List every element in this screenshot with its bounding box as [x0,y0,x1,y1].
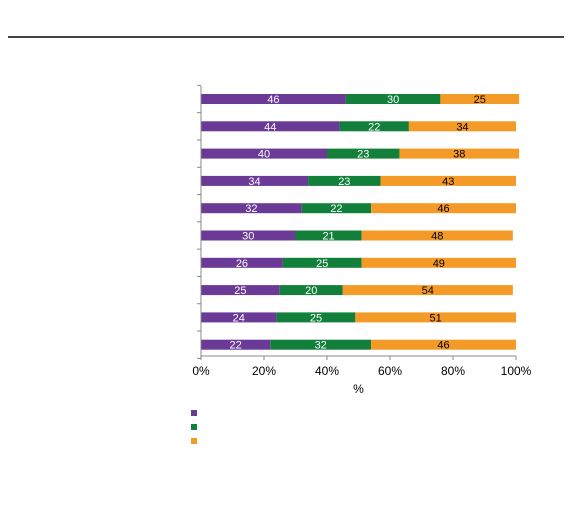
bar-segment-s1-row4 [201,175,309,186]
value-label-s1-row2: 44 [264,121,276,133]
value-label-s2-row1: 30 [387,94,399,106]
legend-swatch-1 [191,410,197,416]
bar-segment-s3-row9 [355,312,516,323]
x-tick-label-5: 100% [501,364,532,378]
bars-group [201,94,520,350]
value-label-s2-row8: 20 [305,285,317,297]
x-tick-label-0: 0% [192,364,210,378]
bar-segment-s3-row1 [440,94,520,104]
value-label-s3-row3: 38 [453,149,465,161]
x-tick-label-1: 20% [252,364,276,378]
bar-segment-s3-row6 [361,230,513,241]
value-label-s1-row6: 30 [242,231,254,243]
value-label-s1-row9: 24 [233,312,245,324]
value-label-s1-row4: 34 [248,176,260,188]
value-label-s2-row3: 23 [357,149,369,161]
bar-segment-s3-row2 [408,121,516,132]
bar-segment-s1-row1 [201,94,346,104]
top-rule [8,36,564,38]
value-label-s2-row4: 23 [338,176,350,188]
bar-segment-s1-row2 [201,121,340,132]
value-label-s1-row5: 32 [245,203,257,215]
bar-segment-s2-row2 [339,121,409,132]
value-label-s3-row7: 49 [433,258,445,270]
value-label-s3-row1: 25 [474,94,486,106]
value-label-s3-row4: 43 [442,176,454,188]
x-axis-title: % [353,382,364,396]
value-label-s2-row9: 25 [310,312,322,324]
value-label-s1-row10: 22 [230,340,242,352]
bar-segment-s3-row10 [371,339,516,350]
value-label-s2-row6: 21 [322,231,334,243]
bar-segment-s2-row4 [308,175,381,186]
value-label-s3-row9: 51 [430,312,442,324]
value-label-s3-row2: 34 [456,121,468,133]
value-label-s2-row7: 25 [316,258,328,270]
axes-group [197,84,516,359]
bar-segment-s2-row8 [279,285,343,296]
bar-segment-s3-row3 [399,148,520,159]
x-tick-label-3: 60% [378,364,402,378]
bar-segment-s3-row7 [361,257,516,268]
bar-segment-s1-row9 [201,312,277,323]
value-label-s1-row3: 40 [258,149,270,161]
bar-segment-s3-row8 [342,285,513,296]
value-label-s3-row6: 48 [431,231,443,243]
bar-segment-s2-row5 [301,203,372,214]
x-tick-label-4: 80% [441,364,465,378]
bar-segment-s1-row7 [201,257,283,268]
bar-segment-s1-row6 [201,230,296,241]
bar-segment-s2-row6 [295,230,362,241]
value-label-s2-row10: 32 [315,340,327,352]
bar-segment-s1-row5 [201,203,302,214]
value-label-s1-row8: 25 [234,285,246,297]
bar-segment-s1-row3 [201,148,327,159]
bar-segment-s2-row7 [282,257,362,268]
value-labels-group: 46 30 25 44 22 34 40 23 38 34 23 43 32 22 46 30 21 48 26 25… [230,94,486,352]
legend [191,410,197,444]
bar-segment-s3-row4 [380,175,516,186]
x-tick-label-2: 40% [315,364,339,378]
value-label-s2-row2: 22 [368,121,380,133]
x-ticks-group: 0% 20% 40% 60% 80% 100% [192,356,532,378]
value-label-s1-row1: 46 [267,94,279,106]
value-label-s2-row5: 22 [330,203,342,215]
bar-segment-s2-row10 [270,339,372,350]
legend-swatch-2 [191,424,197,430]
bar-segment-s1-row10 [201,339,271,350]
legend-swatch-3 [191,438,197,444]
bar-segment-s3-row5 [371,203,516,214]
value-label-s3-row5: 46 [437,203,449,215]
bar-segment-s2-row1 [345,94,441,104]
value-label-s3-row8: 54 [422,285,434,297]
bar-segment-s2-row3 [327,148,400,159]
bar-segment-s2-row9 [276,312,356,323]
bar-segment-s1-row8 [201,285,280,296]
value-label-s1-row7: 26 [236,258,248,270]
value-label-s3-row10: 46 [437,340,449,352]
